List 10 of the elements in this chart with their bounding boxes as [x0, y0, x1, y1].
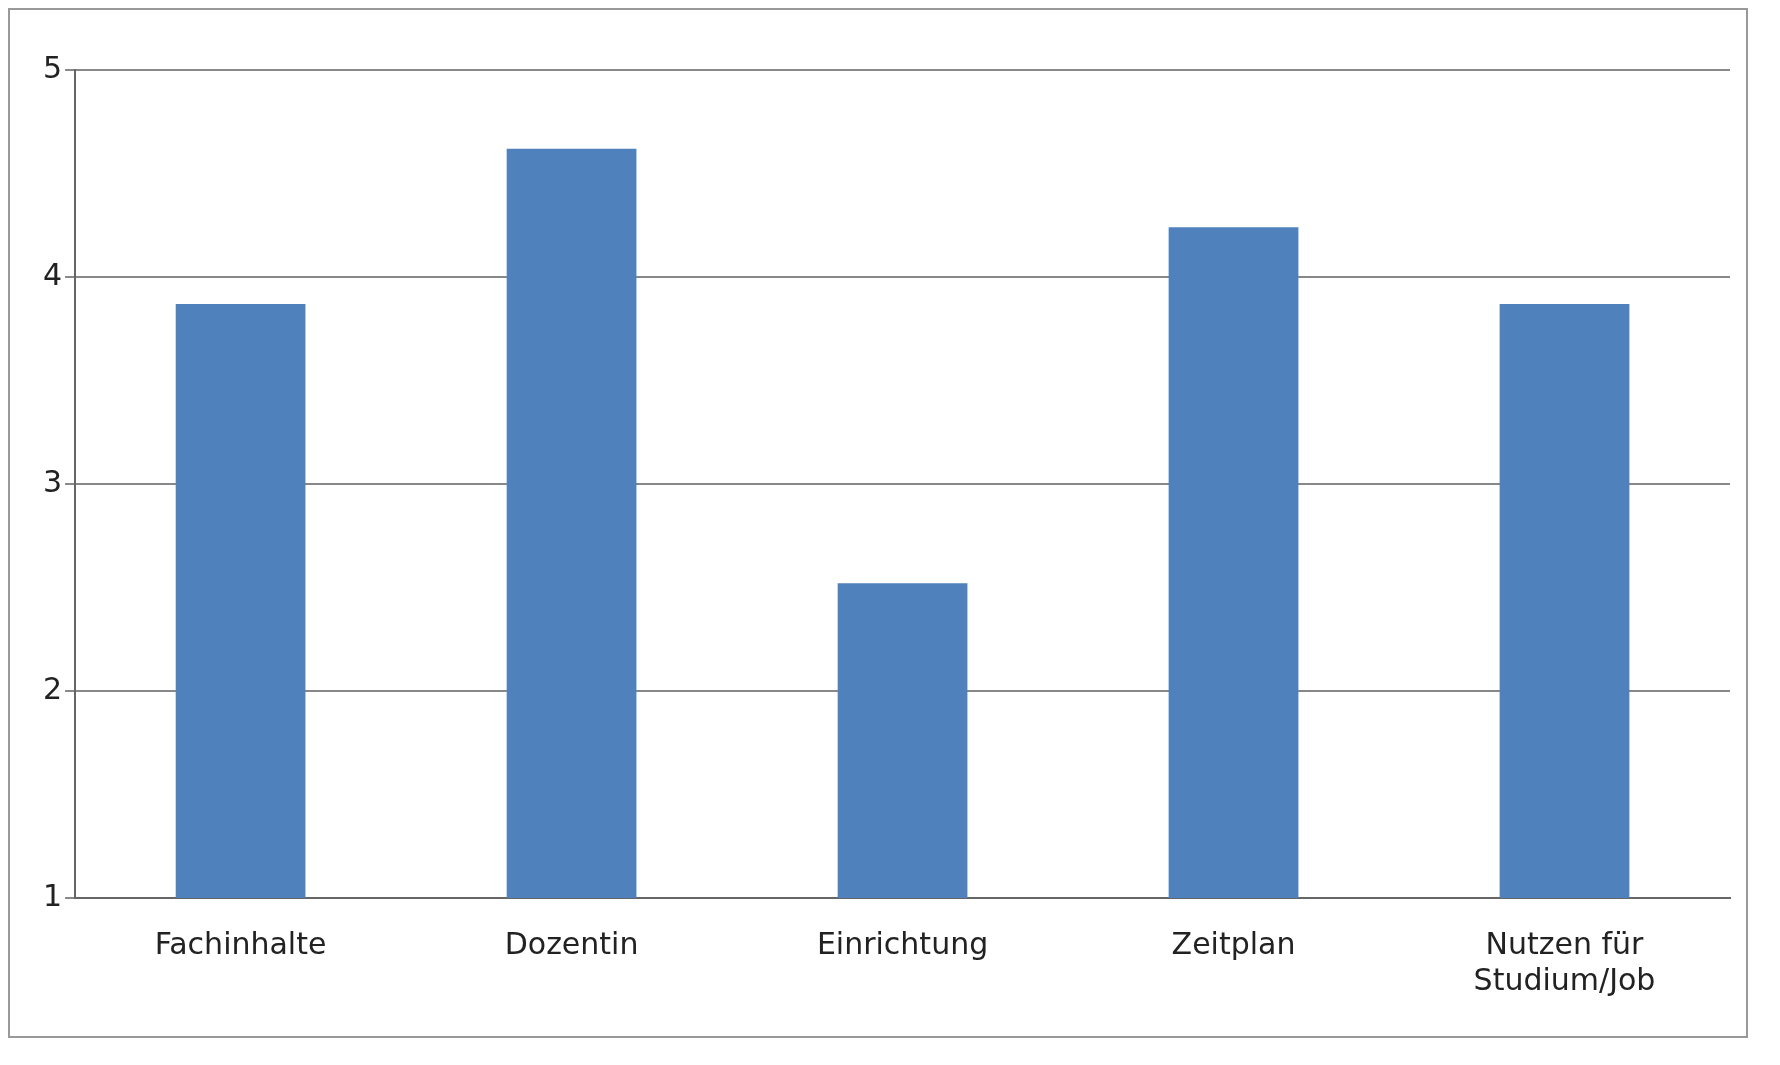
y-tick-label: 1 [42, 877, 63, 913]
y-tick-label: 4 [42, 256, 63, 292]
x-tick-label: Fachinhalte [154, 925, 327, 961]
y-tick-label: 5 [42, 49, 63, 85]
x-tick-label: Dozentin [504, 925, 639, 961]
x-tick-label: Einrichtung [816, 925, 989, 961]
y-tick-label: 3 [42, 463, 63, 499]
x-tick-label: Nutzen für Studium/Job [1473, 925, 1656, 997]
y-tick-label: 2 [42, 670, 63, 706]
x-tick-label: Zeitplan [1171, 925, 1296, 961]
